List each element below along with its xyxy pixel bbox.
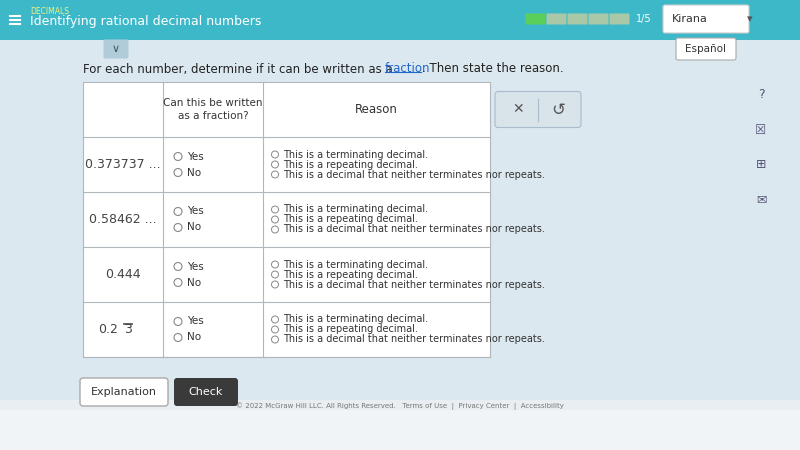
Text: This is a repeating decimal.: This is a repeating decimal. bbox=[283, 159, 418, 170]
Text: ✉: ✉ bbox=[756, 194, 766, 207]
FancyBboxPatch shape bbox=[83, 82, 490, 357]
Text: This is a decimal that neither terminates nor repeats.: This is a decimal that neither terminate… bbox=[283, 279, 545, 289]
FancyBboxPatch shape bbox=[745, 116, 777, 144]
Text: ?: ? bbox=[758, 89, 764, 102]
Text: This is a terminating decimal.: This is a terminating decimal. bbox=[283, 204, 428, 215]
Text: Kirana: Kirana bbox=[672, 14, 708, 24]
FancyBboxPatch shape bbox=[495, 91, 581, 127]
FancyBboxPatch shape bbox=[80, 378, 168, 406]
Text: This is a decimal that neither terminates nor repeats.: This is a decimal that neither terminate… bbox=[283, 170, 545, 180]
Text: fraction: fraction bbox=[385, 63, 430, 76]
Text: Identifying rational decimal numbers: Identifying rational decimal numbers bbox=[30, 15, 262, 28]
Text: No: No bbox=[187, 278, 201, 288]
Text: This is a decimal that neither terminates nor repeats.: This is a decimal that neither terminate… bbox=[283, 225, 545, 234]
Text: 3: 3 bbox=[124, 323, 132, 336]
Text: This is a terminating decimal.: This is a terminating decimal. bbox=[283, 260, 428, 270]
Text: DECIMALS: DECIMALS bbox=[30, 8, 69, 17]
FancyBboxPatch shape bbox=[0, 40, 800, 410]
Text: No: No bbox=[187, 333, 201, 342]
Text: ✕: ✕ bbox=[512, 103, 524, 117]
Text: ⊞: ⊞ bbox=[756, 158, 766, 171]
Text: Yes: Yes bbox=[187, 316, 204, 327]
Text: For each number, determine if it can be written as a: For each number, determine if it can be … bbox=[83, 63, 397, 76]
FancyBboxPatch shape bbox=[663, 5, 749, 33]
Text: Explanation: Explanation bbox=[91, 387, 157, 397]
Text: Yes: Yes bbox=[187, 261, 204, 271]
FancyBboxPatch shape bbox=[0, 400, 800, 410]
Text: No: No bbox=[187, 167, 201, 177]
FancyBboxPatch shape bbox=[676, 38, 736, 60]
Text: 0.2: 0.2 bbox=[98, 323, 118, 336]
Text: 0.373737 ...: 0.373737 ... bbox=[85, 158, 161, 171]
FancyBboxPatch shape bbox=[745, 186, 777, 214]
FancyBboxPatch shape bbox=[103, 40, 129, 58]
Text: Español: Español bbox=[686, 44, 726, 54]
Text: Reason: Reason bbox=[355, 103, 398, 116]
Text: No: No bbox=[187, 222, 201, 233]
Text: This is a terminating decimal.: This is a terminating decimal. bbox=[283, 149, 428, 159]
FancyBboxPatch shape bbox=[0, 0, 800, 40]
Text: Check: Check bbox=[189, 387, 223, 397]
Text: This is a repeating decimal.: This is a repeating decimal. bbox=[283, 215, 418, 225]
FancyBboxPatch shape bbox=[546, 14, 566, 24]
Text: This is a decimal that neither terminates nor repeats.: This is a decimal that neither terminate… bbox=[283, 334, 545, 345]
Text: ↺: ↺ bbox=[551, 100, 565, 118]
FancyBboxPatch shape bbox=[526, 14, 546, 24]
Text: 1/5: 1/5 bbox=[636, 14, 652, 24]
FancyBboxPatch shape bbox=[589, 14, 609, 24]
Text: Can this be written
as a fraction?: Can this be written as a fraction? bbox=[163, 98, 262, 121]
Text: 0.58462 ...: 0.58462 ... bbox=[89, 213, 157, 226]
Text: . Then state the reason.: . Then state the reason. bbox=[422, 63, 564, 76]
Text: ☒: ☒ bbox=[755, 123, 766, 136]
Text: 0.444: 0.444 bbox=[105, 268, 141, 281]
FancyBboxPatch shape bbox=[174, 378, 238, 406]
Text: ▾: ▾ bbox=[747, 14, 753, 24]
FancyBboxPatch shape bbox=[567, 14, 587, 24]
FancyBboxPatch shape bbox=[745, 81, 777, 109]
FancyBboxPatch shape bbox=[610, 14, 630, 24]
Text: This is a repeating decimal.: This is a repeating decimal. bbox=[283, 324, 418, 334]
Text: Yes: Yes bbox=[187, 207, 204, 216]
Text: ∨: ∨ bbox=[112, 44, 120, 54]
Text: Yes: Yes bbox=[187, 152, 204, 162]
FancyBboxPatch shape bbox=[745, 151, 777, 179]
Text: © 2022 McGraw Hill LLC. All Rights Reserved.   Terms of Use  |  Privacy Center  : © 2022 McGraw Hill LLC. All Rights Reser… bbox=[236, 402, 564, 410]
Text: This is a repeating decimal.: This is a repeating decimal. bbox=[283, 270, 418, 279]
Text: This is a terminating decimal.: This is a terminating decimal. bbox=[283, 315, 428, 324]
